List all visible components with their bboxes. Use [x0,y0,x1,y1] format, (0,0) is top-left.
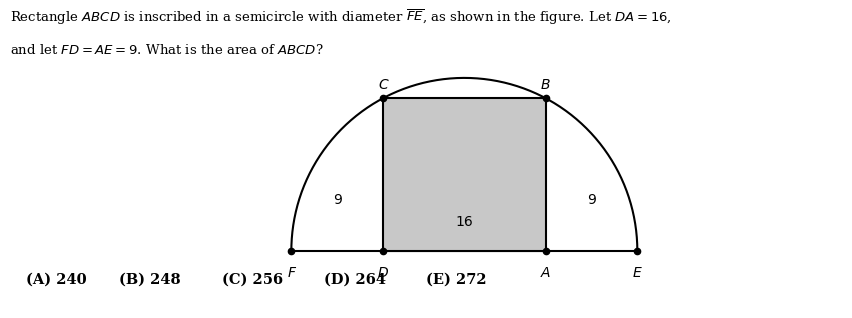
Text: (D) 264: (D) 264 [324,272,386,286]
Bar [383,98,546,251]
Text: E: E [633,266,642,280]
Text: 9: 9 [332,193,342,207]
Text: (E) 272: (E) 272 [426,272,486,286]
Text: 9: 9 [587,193,596,207]
Text: A: A [541,266,550,280]
Text: B: B [541,78,550,92]
Text: D: D [377,266,389,280]
Text: F: F [287,266,296,280]
Text: (B) 248: (B) 248 [119,272,181,286]
Text: 16: 16 [456,215,473,229]
Text: Rectangle $ABCD$ is inscribed in a semicircle with diameter $\overline{FE}$, as : Rectangle $ABCD$ is inscribed in a semic… [10,8,672,27]
Text: (C) 256: (C) 256 [222,272,283,286]
Text: (A) 240: (A) 240 [26,272,86,286]
Text: and let $FD = AE = 9$. What is the area of $ABCD$?: and let $FD = AE = 9$. What is the area … [10,43,324,57]
Text: C: C [378,78,388,92]
